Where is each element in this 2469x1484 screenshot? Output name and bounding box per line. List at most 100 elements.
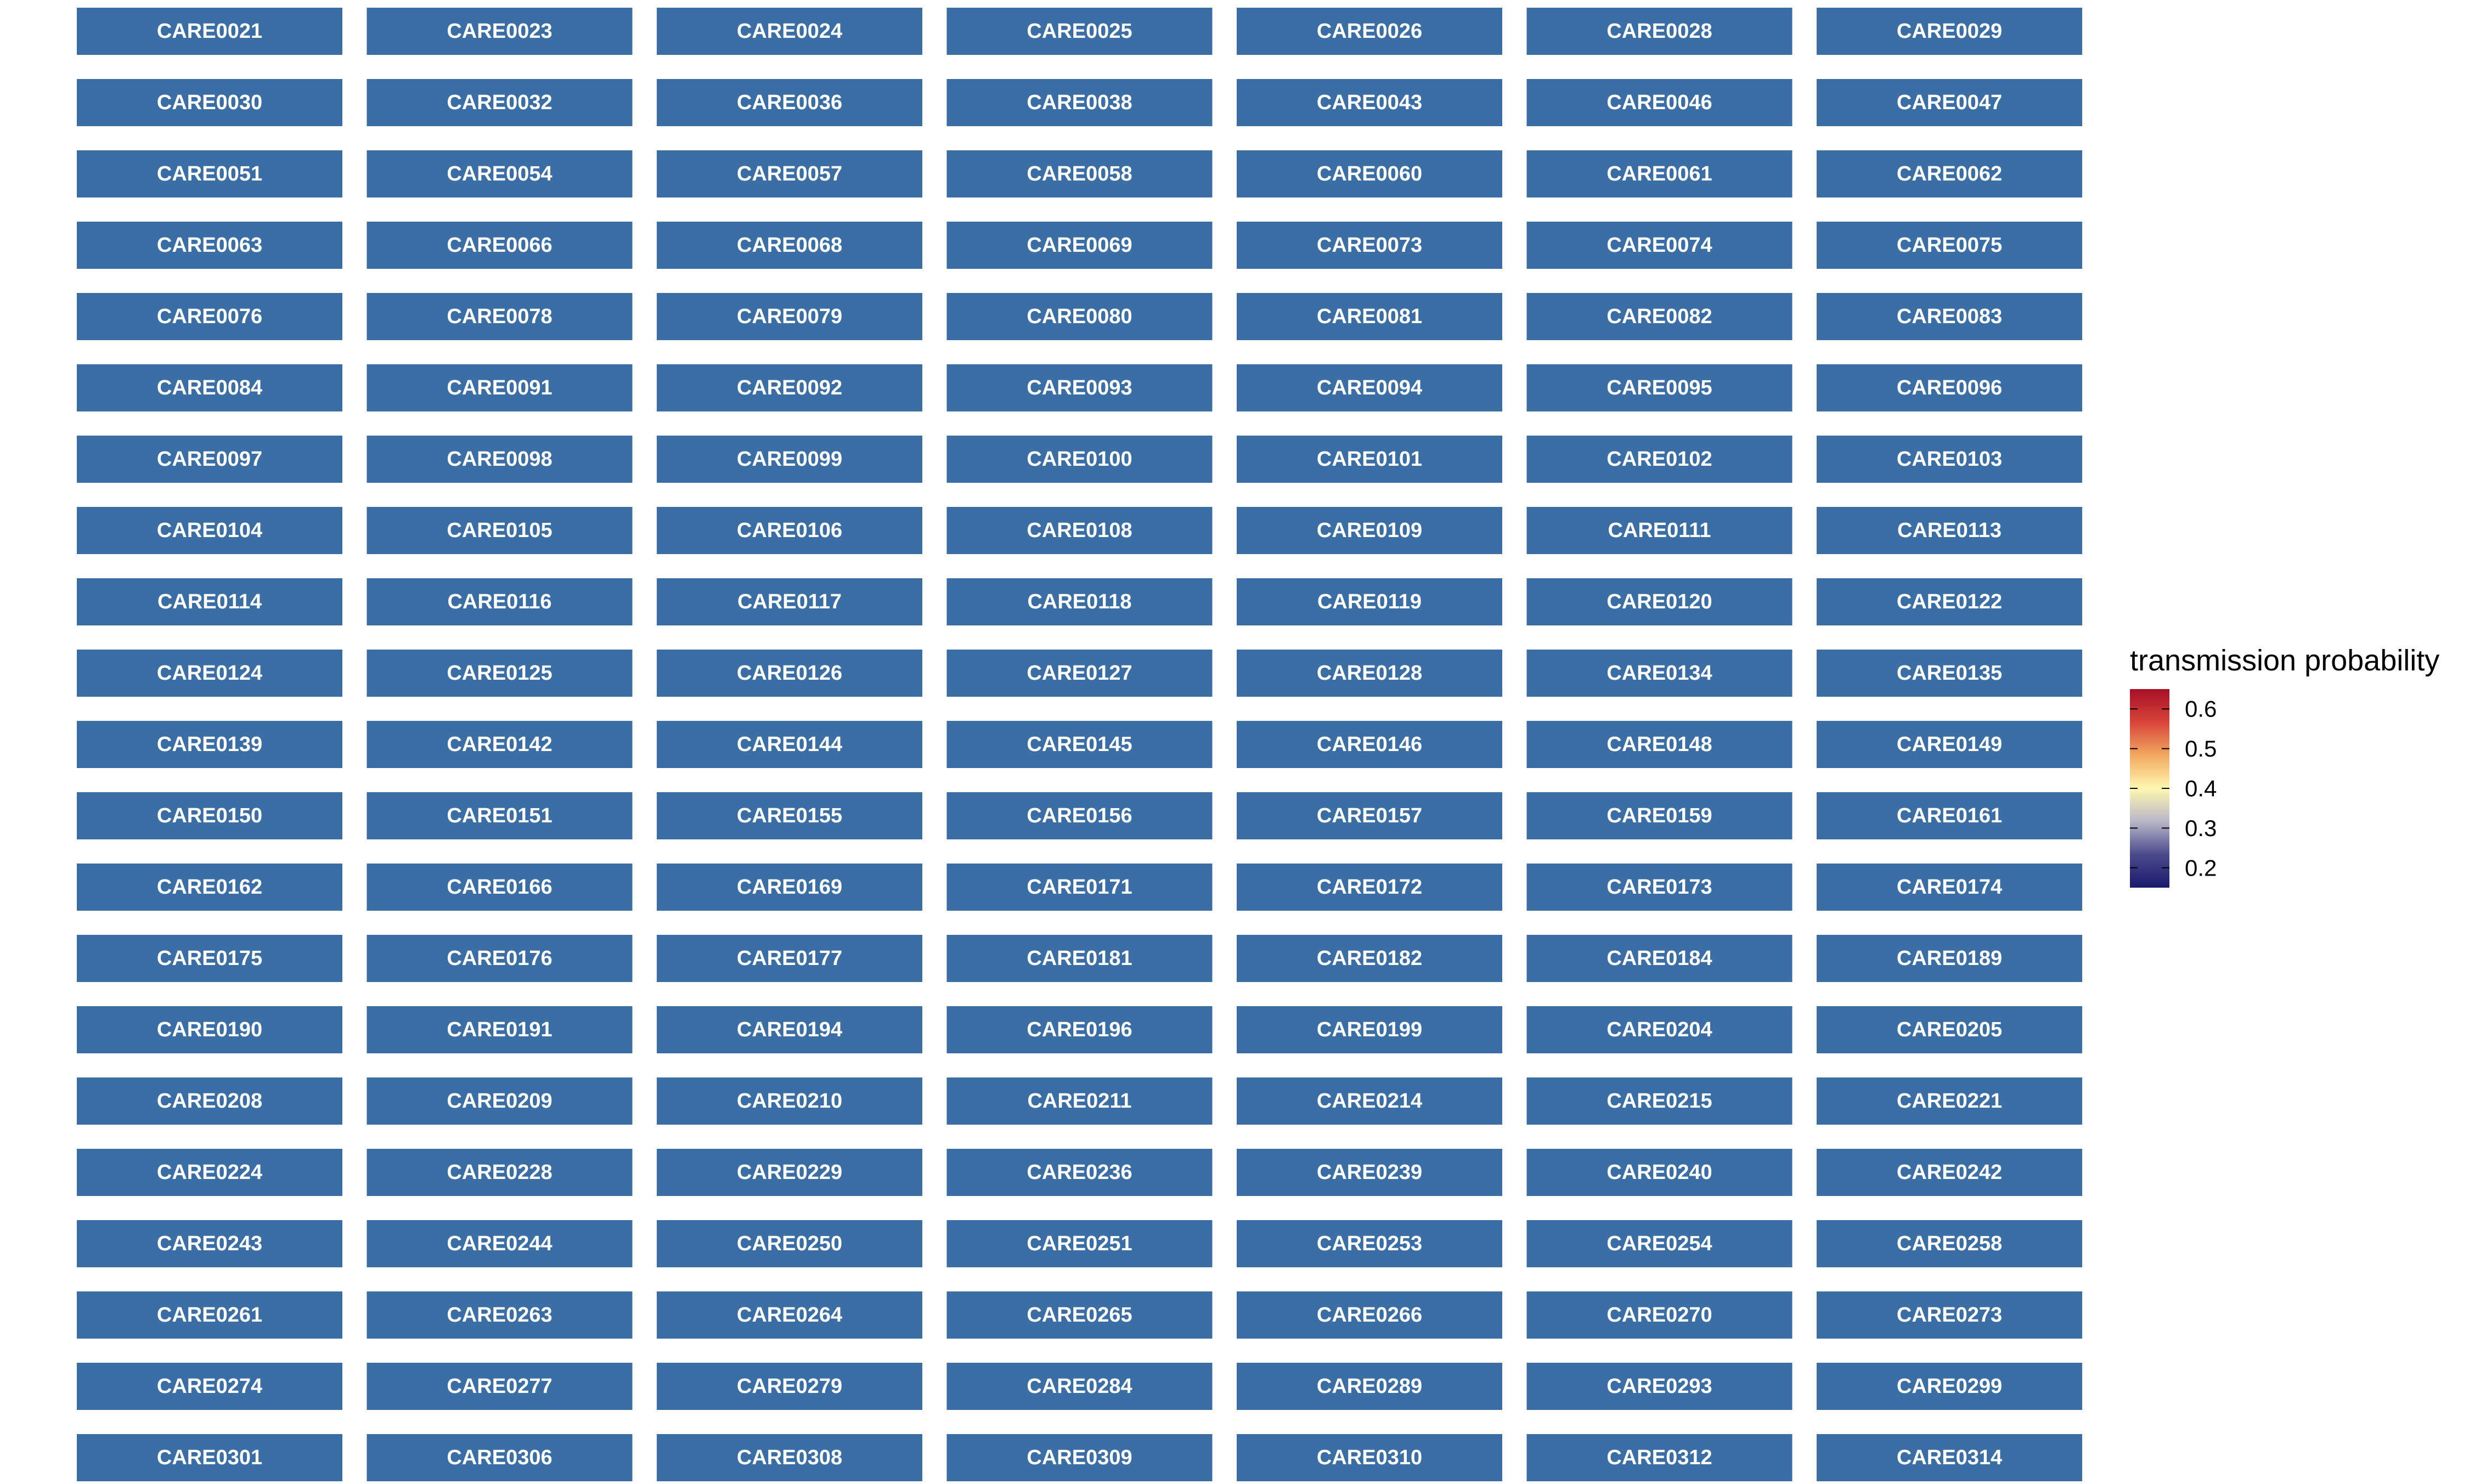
facet-strip — [1526, 1077, 1792, 1125]
facet-strip — [657, 1434, 922, 1481]
facet-strip — [946, 79, 1213, 126]
legend-tick-label: 0.5 — [2185, 736, 2217, 761]
facet-panel: CARE0066 — [367, 222, 633, 269]
facet-strip-label: CARE0289 — [1317, 1375, 1422, 1398]
facet-strip-label: CARE0105 — [447, 519, 552, 542]
facet-strip — [946, 792, 1213, 839]
facet-panel: CARE0118 — [946, 578, 1213, 625]
facet-panel: CARE0094 — [1237, 364, 1502, 411]
facet-strip — [367, 1077, 633, 1125]
facet-panel: CARE0091 — [367, 364, 633, 411]
facet-strip — [946, 1291, 1213, 1339]
facet-strip — [1526, 79, 1792, 126]
facet-strip-label: CARE0250 — [737, 1232, 842, 1255]
facet-panel: CARE0243 — [77, 1220, 342, 1267]
facet-strip-label: CARE0043 — [1317, 91, 1422, 114]
facet-strip — [1817, 721, 2082, 768]
facet-strip — [1817, 792, 2082, 839]
facet-strip-label: CARE0106 — [737, 519, 842, 542]
facet-strip-label: CARE0099 — [737, 448, 842, 471]
facet-strip — [1817, 1291, 2082, 1339]
facet-strip-label: CARE0120 — [1606, 590, 1712, 613]
facet-strip-label: CARE0184 — [1606, 947, 1712, 970]
facet-strip — [1237, 1220, 1502, 1267]
facet-strip — [1237, 436, 1502, 483]
facet-panel: CARE0244 — [367, 1220, 633, 1267]
facet-strip — [77, 436, 342, 483]
facet-strip — [657, 150, 922, 198]
facet-strip — [657, 721, 922, 768]
facet-panel: CARE0029 — [1817, 8, 2082, 55]
facet-strip-label: CARE0068 — [737, 234, 842, 257]
facet-panel: CARE0063 — [77, 222, 342, 269]
facet-strip — [1817, 293, 2082, 340]
facet-strip — [367, 935, 633, 982]
facet-strip — [657, 79, 922, 126]
facet-panel: CARE0161 — [1817, 792, 2082, 839]
facet-strip-label: CARE0151 — [447, 804, 552, 827]
facet-panel: CARE0139 — [77, 721, 342, 768]
facet-strip — [367, 578, 633, 625]
facet-panel: CARE0051 — [77, 150, 342, 198]
facet-strip — [77, 1077, 342, 1125]
facet-panel: CARE0081 — [1237, 293, 1502, 340]
facet-panel: CARE0057 — [657, 150, 922, 198]
facet-strip — [1526, 578, 1792, 625]
facet-strip-label: CARE0058 — [1027, 162, 1132, 185]
facet-strip — [1237, 1363, 1502, 1410]
facet-panel: CARE0084 — [77, 364, 342, 411]
facet-strip-label: CARE0191 — [447, 1018, 552, 1041]
facet-strip — [1526, 150, 1792, 198]
facet-panel: CARE0148 — [1526, 721, 1792, 768]
facet-panel: CARE0270 — [1526, 1291, 1792, 1339]
facet-strip-label: CARE0046 — [1606, 91, 1712, 114]
facet-strip-label: CARE0081 — [1317, 305, 1422, 328]
facet-strip-label: CARE0021 — [157, 20, 262, 43]
facet-panel: CARE0117 — [657, 578, 922, 625]
facet-panel: CARE0076 — [77, 293, 342, 340]
facet-strip — [946, 150, 1213, 198]
facet-panel: CARE0229 — [657, 1149, 922, 1196]
facet-strip — [657, 8, 922, 55]
facet-panel: CARE0194 — [657, 1006, 922, 1053]
facet-strip — [657, 1220, 922, 1267]
facet-strip-label: CARE0073 — [1317, 234, 1422, 257]
facet-panel: CARE0113 — [1817, 507, 2082, 554]
facet-panel: CARE0102 — [1526, 436, 1792, 483]
facet-strip-label: CARE0092 — [737, 376, 842, 399]
facet-panel: CARE0250 — [657, 1220, 922, 1267]
facet-strip-label: CARE0126 — [737, 662, 842, 685]
facet-panel: CARE0149 — [1817, 721, 2082, 768]
facet-strip-label: CARE0228 — [447, 1161, 552, 1184]
facet-panel: CARE0075 — [1817, 222, 2082, 269]
facet-strip-label: CARE0229 — [737, 1161, 842, 1184]
facet-strip-label: CARE0157 — [1317, 804, 1422, 827]
facet-panel: CARE0224 — [77, 1149, 342, 1196]
facet-strip-label: CARE0181 — [1027, 947, 1132, 970]
facet-strip-label: CARE0119 — [1317, 590, 1422, 613]
facet-strip — [367, 864, 633, 911]
facet-panel: CARE0109 — [1237, 507, 1502, 554]
facet-panel: CARE0127 — [946, 650, 1213, 697]
facet-panel: CARE0078 — [367, 293, 633, 340]
facet-strip-label: CARE0210 — [737, 1090, 842, 1113]
facet-strip-label: CARE0116 — [447, 590, 551, 613]
facet-panel: CARE0175 — [77, 935, 342, 982]
facet-strip — [946, 864, 1213, 911]
facet-panel: CARE0126 — [657, 650, 922, 697]
facet-strip — [77, 364, 342, 411]
facet-strip-label: CARE0236 — [1027, 1161, 1132, 1184]
facet-strip-label: CARE0032 — [447, 91, 552, 114]
facet-strip — [1237, 293, 1502, 340]
facet-strip — [1237, 79, 1502, 126]
facet-strip — [367, 507, 633, 554]
facet-strip — [77, 1149, 342, 1196]
facet-panel: CARE0254 — [1526, 1220, 1792, 1267]
facet-strip-label: CARE0174 — [1897, 876, 2002, 899]
facet-panel: CARE0174 — [1817, 864, 2082, 911]
facet-panel: CARE0208 — [77, 1077, 342, 1125]
facet-panel: CARE0306 — [367, 1434, 633, 1481]
facet-strip — [657, 864, 922, 911]
facet-panel: CARE0119 — [1237, 578, 1502, 625]
facet-strip — [1817, 864, 2082, 911]
